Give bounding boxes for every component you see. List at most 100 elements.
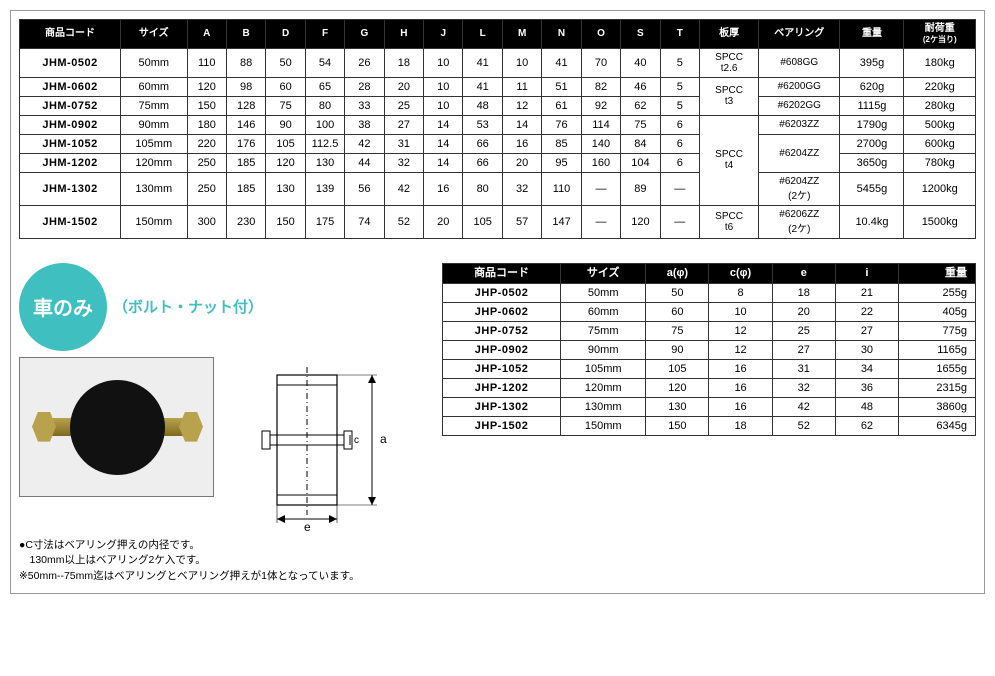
t1-cell-L: 41	[463, 48, 502, 77]
t2-cell-a: 90	[646, 340, 709, 359]
t1-cell-weight: 1790g	[840, 115, 904, 134]
t1-cell-A: 120	[187, 77, 226, 96]
dim-c: c	[354, 435, 359, 446]
t1-cell-T: 5	[660, 77, 699, 96]
t1-cell-S: 40	[621, 48, 660, 77]
t1-cell-size: 105mm	[121, 134, 188, 153]
note-line: ●C寸法はベアリング押えの内径です。	[19, 538, 424, 554]
t1-cell-bearing: #6200GG	[759, 77, 840, 96]
spec-table-2: 商品コードサイズa(φ)c(φ)ei重量 JHP-050250mm5081821…	[442, 263, 976, 436]
t1-cell-O: 92	[581, 96, 620, 115]
t1-cell-weight: 3650g	[840, 153, 904, 172]
table-row: JHP-1502150mm1501852626345g	[443, 416, 976, 435]
t2-cell-a: 150	[646, 416, 709, 435]
t1-header: H	[384, 20, 423, 49]
t1-cell-N: 51	[542, 77, 581, 96]
dim-a: a	[380, 432, 387, 446]
t1-header: T	[660, 20, 699, 49]
diagram-svg: a c e	[222, 357, 407, 532]
t2-header: 重量	[899, 263, 976, 283]
t1-cell-load: 180kg	[904, 48, 976, 77]
t1-header: G	[345, 20, 384, 49]
t1-cell-S: 120	[621, 205, 660, 238]
notes: ●C寸法はベアリング押えの内径です。 130mm以上はベアリング2ケ入です。※5…	[19, 538, 424, 585]
t1-cell-O: 114	[581, 115, 620, 134]
t1-cell-load: 600kg	[904, 134, 976, 153]
t1-cell-J: 10	[424, 48, 463, 77]
t2-cell-e: 52	[772, 416, 835, 435]
t1-cell-O: 82	[581, 77, 620, 96]
t1-cell-N: 110	[542, 172, 581, 205]
t1-cell-F: 100	[305, 115, 344, 134]
t1-cell-M: 14	[502, 115, 541, 134]
t1-cell-T: 5	[660, 96, 699, 115]
t2-cell-e: 20	[772, 302, 835, 321]
t1-cell-N: 76	[542, 115, 581, 134]
table-row: JHP-1302130mm1301642483860g	[443, 397, 976, 416]
t1-cell-load: 780kg	[904, 153, 976, 172]
t2-header: i	[835, 263, 898, 283]
t1-header: A	[187, 20, 226, 49]
t2-header: a(φ)	[646, 263, 709, 283]
t1-header: S	[621, 20, 660, 49]
t1-cell-G: 74	[345, 205, 384, 238]
t1-header: J	[424, 20, 463, 49]
t2-cell-weight: 1165g	[899, 340, 976, 359]
note-line: 130mm以上はベアリング2ケ入です。	[19, 553, 424, 569]
t1-cell-L: 80	[463, 172, 502, 205]
t1-cell-plate: SPCCt4	[700, 115, 759, 205]
t1-cell-F: 175	[305, 205, 344, 238]
t1-cell-bearing: #6206ZZ(2ケ)	[759, 205, 840, 238]
t1-cell-code: JHM-1202	[20, 153, 121, 172]
t2-cell-code: JHP-0502	[443, 283, 561, 302]
t2-cell-code: JHP-1502	[443, 416, 561, 435]
note-line: ※50mm--75mm迄はベアリングとベアリング押えが1体となっています。	[19, 569, 424, 585]
t1-cell-T: 6	[660, 153, 699, 172]
t1-cell-weight: 10.4kg	[840, 205, 904, 238]
t1-cell-bearing: #6203ZZ	[759, 115, 840, 134]
t1-cell-S: 84	[621, 134, 660, 153]
t1-header: M	[502, 20, 541, 49]
t2-cell-e: 18	[772, 283, 835, 302]
t1-cell-size: 130mm	[121, 172, 188, 205]
t1-cell-J: 14	[424, 134, 463, 153]
t1-cell-S: 62	[621, 96, 660, 115]
t1-cell-code: JHM-1302	[20, 172, 121, 205]
table-row: JHM-1052105mm220176105112.54231146616851…	[20, 134, 976, 153]
t1-cell-F: 80	[305, 96, 344, 115]
t1-cell-G: 42	[345, 134, 384, 153]
t1-cell-J: 20	[424, 205, 463, 238]
t1-cell-T: —	[660, 172, 699, 205]
section-badge: 車のみ	[19, 263, 107, 351]
t2-cell-c: 10	[709, 302, 772, 321]
t1-cell-F: 65	[305, 77, 344, 96]
t2-cell-weight: 255g	[899, 283, 976, 302]
t1-cell-M: 20	[502, 153, 541, 172]
t1-cell-F: 130	[305, 153, 344, 172]
t2-cell-e: 31	[772, 359, 835, 378]
t1-cell-B: 128	[226, 96, 265, 115]
t1-cell-D: 50	[266, 48, 305, 77]
t1-cell-G: 44	[345, 153, 384, 172]
t1-cell-L: 53	[463, 115, 502, 134]
t1-cell-bearing: #608GG	[759, 48, 840, 77]
t1-cell-J: 14	[424, 115, 463, 134]
t2-header: サイズ	[561, 263, 646, 283]
t1-header: N	[542, 20, 581, 49]
t1-header: 板厚	[700, 20, 759, 49]
t1-cell-plate: SPCCt3	[700, 77, 759, 115]
t2-cell-code: JHP-0902	[443, 340, 561, 359]
heading-row: 車のみ （ボルト・ナット付）	[19, 263, 424, 351]
t2-cell-size: 50mm	[561, 283, 646, 302]
t1-cell-M: 11	[502, 77, 541, 96]
t1-cell-size: 120mm	[121, 153, 188, 172]
t1-cell-code: JHM-0502	[20, 48, 121, 77]
t1-cell-bearing: #6204ZZ	[759, 134, 840, 172]
t1-cell-O: 160	[581, 153, 620, 172]
t1-cell-load: 280kg	[904, 96, 976, 115]
t1-cell-load: 500kg	[904, 115, 976, 134]
table-row: JHM-060260mm12098606528201041115182465SP…	[20, 77, 976, 96]
t1-cell-weight: 1115g	[840, 96, 904, 115]
product-photo	[19, 357, 214, 497]
t2-cell-weight: 405g	[899, 302, 976, 321]
